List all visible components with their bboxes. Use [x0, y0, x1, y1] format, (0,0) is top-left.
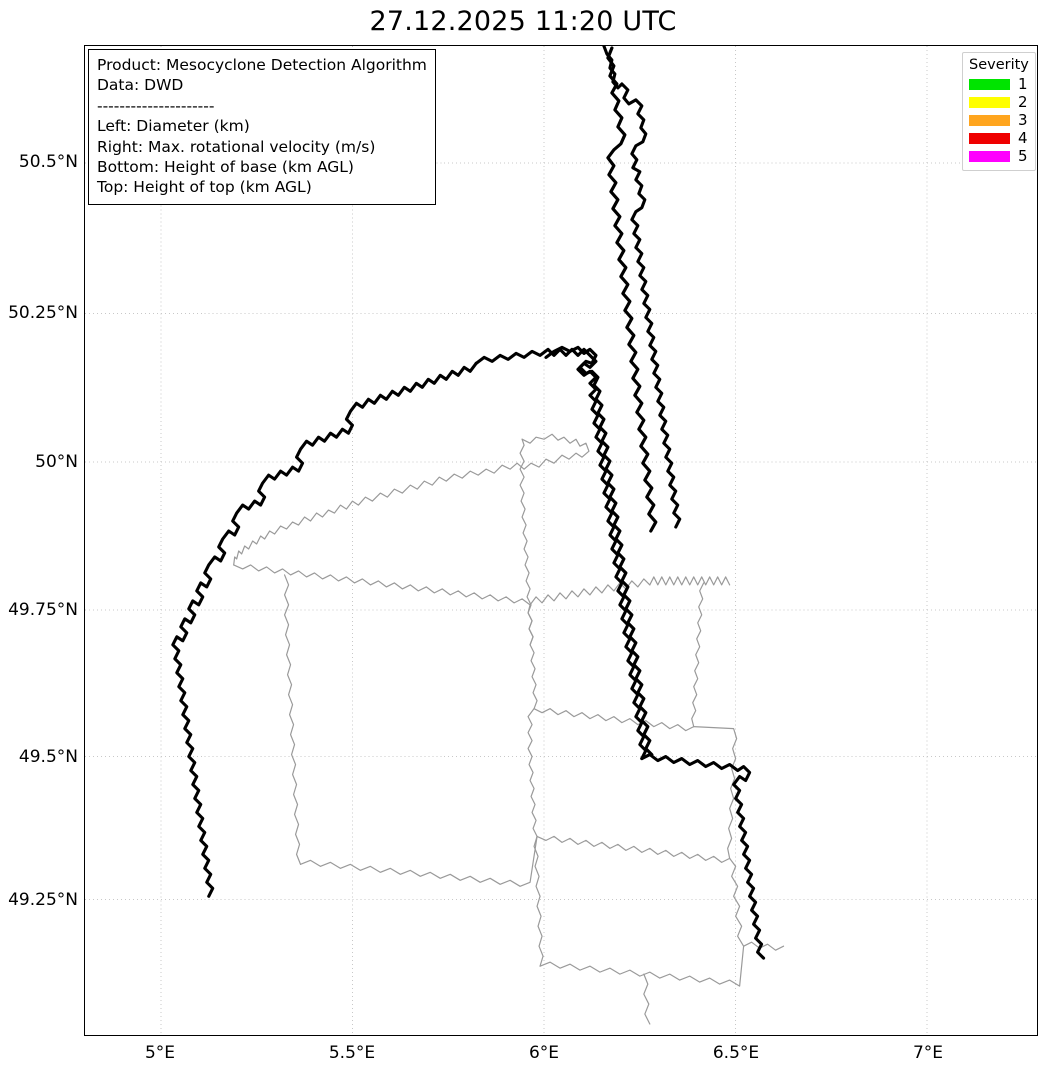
severity-label-3: 3 [1018, 111, 1028, 129]
info-line-separator: --------------------- [97, 96, 215, 115]
severity-swatch-2 [969, 96, 1010, 108]
info-line-product: Product: Mesocyclone Detection Algorithm [97, 56, 427, 74]
y-tick-label: 49.25°N [8, 890, 78, 910]
severity-legend-title: Severity [969, 57, 1029, 73]
severity-legend-item: 2 [969, 93, 1029, 111]
product-info-legend: Product: Mesocyclone Detection Algorithm… [88, 49, 436, 205]
info-line-bottom: Bottom: Height of base (km AGL) [97, 158, 354, 177]
x-tick-label: 6°E [528, 1043, 560, 1063]
severity-swatch-3 [969, 114, 1010, 126]
x-axis-ticks: 5°E 5.5°E 6°E 6.5°E 7°E [0, 1043, 1046, 1073]
x-tick-label: 5.5°E [328, 1043, 376, 1063]
y-tick-label: 50.25°N [8, 303, 78, 323]
severity-swatch-5 [969, 150, 1010, 162]
x-tick-label: 5°E [144, 1043, 176, 1063]
y-tick-label: 49.5°N [18, 747, 78, 767]
canton-borders [233, 433, 785, 1025]
info-line-right: Right: Max. rotational velocity (m/s) [97, 137, 376, 156]
info-line-data: Data: DWD [97, 76, 184, 95]
severity-legend-item: 1 [969, 75, 1029, 93]
national-borders-detail [544, 46, 658, 757]
map-plot-area[interactable] [84, 45, 1038, 1036]
page-title: 27.12.2025 11:20 UTC [369, 6, 677, 37]
x-tick-label: 6.5°E [712, 1043, 760, 1063]
y-tick-label: 49.75°N [8, 600, 78, 620]
severity-label-5: 5 [1018, 147, 1028, 165]
map-canvas [85, 46, 1037, 1035]
severity-swatch-4 [969, 132, 1010, 144]
info-line-left: Left: Diameter (km) [97, 117, 250, 136]
severity-label-1: 1 [1018, 75, 1028, 93]
info-line-top: Top: Height of top (km AGL) [97, 178, 312, 197]
x-tick-label: 7°E [912, 1043, 944, 1063]
severity-legend: Severity 1 2 3 4 5 [962, 52, 1036, 171]
severity-label-2: 2 [1018, 93, 1028, 111]
severity-legend-item: 3 [969, 111, 1029, 129]
severity-legend-item: 4 [969, 129, 1029, 147]
severity-label-4: 4 [1018, 129, 1028, 147]
y-tick-label: 50°N [35, 452, 78, 472]
y-tick-label: 50.5°N [18, 152, 78, 172]
severity-swatch-1 [969, 78, 1010, 90]
severity-legend-item: 5 [969, 147, 1029, 165]
